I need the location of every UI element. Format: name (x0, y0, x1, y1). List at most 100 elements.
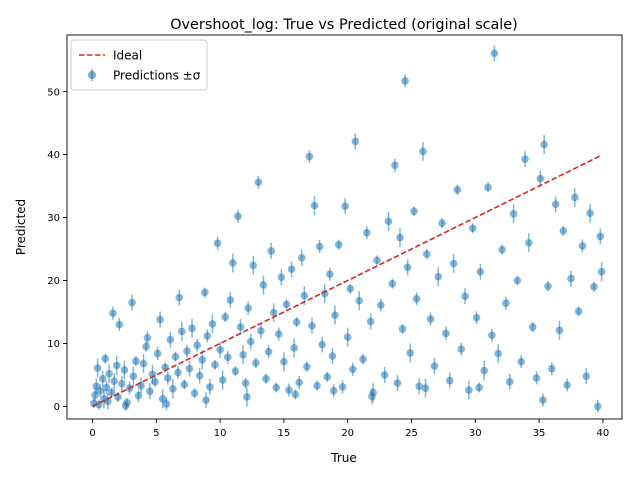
data-point (272, 382, 281, 393)
data-point (163, 371, 172, 385)
data-point (104, 393, 112, 410)
data-point (203, 329, 212, 343)
data-point (338, 380, 347, 394)
data-point (505, 373, 514, 390)
data-point (229, 253, 237, 273)
data-point (308, 317, 316, 334)
data-point (391, 158, 399, 172)
data-point (593, 399, 602, 413)
data-point (586, 203, 594, 223)
data-point (320, 284, 329, 304)
data-point (169, 379, 177, 399)
data-point (551, 196, 560, 213)
x-axis-label: True (330, 451, 357, 465)
data-point (368, 388, 376, 405)
x-axis-ticks: 0 5 10 15 20 25 30 35 40 (89, 419, 609, 439)
data-point (244, 301, 252, 315)
data-point (597, 262, 606, 282)
data-point (128, 294, 136, 311)
y-tick-label: 20 (47, 276, 60, 287)
data-point (216, 341, 224, 358)
data-point (384, 211, 393, 231)
data-point (282, 299, 291, 310)
data-point (198, 350, 207, 370)
data-point (280, 352, 288, 372)
data-point (544, 281, 552, 292)
data-point (118, 375, 126, 392)
y-tick-label: 40 (47, 150, 60, 161)
data-point (328, 348, 337, 365)
data-point (438, 218, 446, 229)
data-point (195, 367, 204, 384)
data-point (153, 347, 162, 361)
data-point (449, 254, 458, 274)
data-point (480, 361, 489, 381)
data-point (287, 261, 296, 278)
data-point (388, 278, 397, 289)
legend-predictions-swatch (88, 69, 96, 81)
data-point (267, 242, 275, 259)
data-point (183, 344, 191, 358)
data-point (366, 313, 375, 330)
data-point (331, 305, 339, 325)
data-point (419, 141, 427, 161)
data-point (129, 366, 138, 386)
data-point (548, 362, 556, 376)
data-point (269, 303, 278, 323)
data-point (528, 322, 537, 333)
data-point (292, 317, 301, 328)
data-point (476, 263, 485, 280)
x-tick-label: 30 (469, 428, 482, 439)
y-tick-label: 0 (54, 402, 60, 413)
data-point (291, 389, 300, 400)
data-point (252, 357, 260, 368)
data-point (132, 356, 140, 367)
data-point (398, 323, 407, 334)
data-point (559, 225, 568, 236)
data-point (246, 333, 255, 350)
data-point (421, 378, 430, 398)
data-point (226, 292, 235, 309)
data-point (442, 326, 450, 340)
data-point (110, 373, 119, 390)
x-tick-label: 35 (533, 428, 546, 439)
data-point (540, 135, 548, 155)
plot-frame (66, 34, 623, 420)
data-point (582, 368, 591, 385)
data-point (430, 358, 439, 375)
data-point (406, 343, 415, 363)
data-point (488, 328, 496, 342)
data-point (310, 196, 319, 216)
data-point (223, 350, 232, 364)
data-point (190, 388, 199, 399)
data-point (509, 204, 518, 224)
data-point (521, 151, 529, 168)
data-point (410, 206, 418, 217)
data-point (453, 184, 462, 195)
data-point (112, 355, 121, 375)
data-point (517, 355, 526, 369)
data-point (257, 322, 265, 339)
data-point (351, 133, 360, 150)
data-point (178, 321, 186, 341)
data-point (465, 380, 473, 400)
ideal-line (92, 154, 602, 408)
data-point (156, 311, 164, 328)
data-point (532, 371, 541, 385)
data-point (305, 149, 314, 163)
data-point (348, 362, 357, 376)
data-point (341, 198, 349, 215)
data-point (101, 353, 110, 364)
data-point (109, 306, 117, 320)
y-axis-label: Predicted (14, 199, 28, 255)
data-point (98, 370, 107, 387)
data-point (142, 341, 150, 352)
data-point (457, 342, 466, 356)
data-point (475, 382, 483, 393)
data-point (120, 360, 129, 380)
legend-box (70, 39, 208, 91)
legend-ideal-label: Ideal (113, 49, 142, 63)
data-point (373, 255, 381, 266)
data-point (105, 364, 113, 384)
